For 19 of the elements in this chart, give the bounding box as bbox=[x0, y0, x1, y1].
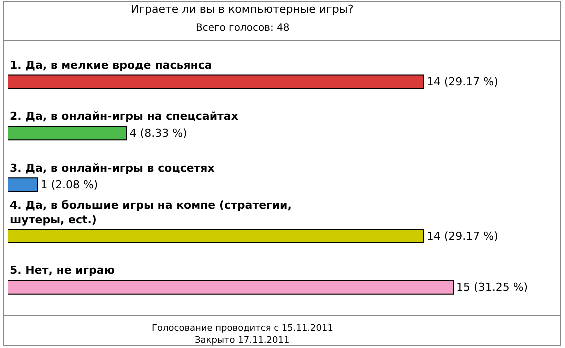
data-label: 4 (8.33 %) bbox=[130, 126, 188, 140]
data-label: 1 (2.08 %) bbox=[40, 178, 98, 192]
y-tick-label: 4. Да, в большие игры на компе (стратегии, шутеры, ect.) bbox=[10, 199, 292, 226]
data-label: 14 (29.17 %) bbox=[426, 76, 498, 88]
chart-title: Играете ли вы в компьютерные игры? bbox=[131, 3, 354, 16]
text: Голосование проводится с 15.11.2011 bbox=[152, 324, 334, 334]
bar bbox=[8, 74, 424, 90]
bar bbox=[8, 229, 424, 244]
y-tick-label: 2. Да, в онлайн-игры на спецсайтах bbox=[10, 110, 238, 123]
y-tick-label: 3. Да, в онлайн-игры в соцсетях bbox=[10, 162, 215, 175]
data-label: 15 (31.25 %) bbox=[456, 281, 528, 294]
y-tick-label: 1. Да, в мелкие вроде пасьянса bbox=[10, 59, 212, 72]
bar bbox=[8, 280, 454, 295]
data-label: 14 (29.17 %) bbox=[426, 230, 498, 243]
y-tick-label: 5. Нет, не играю bbox=[10, 264, 116, 277]
text: Закрыто 17.11.2011 bbox=[195, 336, 290, 346]
chart-subtitle: Всего голосов: 48 bbox=[196, 23, 290, 34]
bar bbox=[8, 178, 38, 192]
bar bbox=[8, 126, 128, 141]
